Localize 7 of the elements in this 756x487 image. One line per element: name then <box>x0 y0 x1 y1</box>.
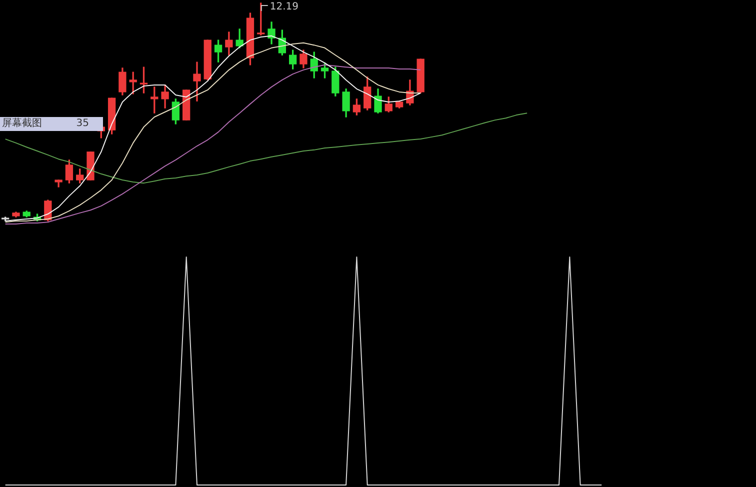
annotation: 12.19 <box>270 2 299 13</box>
annotation: 35 <box>76 117 89 131</box>
candlestick <box>54 180 62 188</box>
candlestick <box>86 152 94 180</box>
annotation: 屏幕截图 <box>2 117 42 131</box>
candlestick <box>150 86 158 114</box>
candlestick <box>1 216 10 222</box>
